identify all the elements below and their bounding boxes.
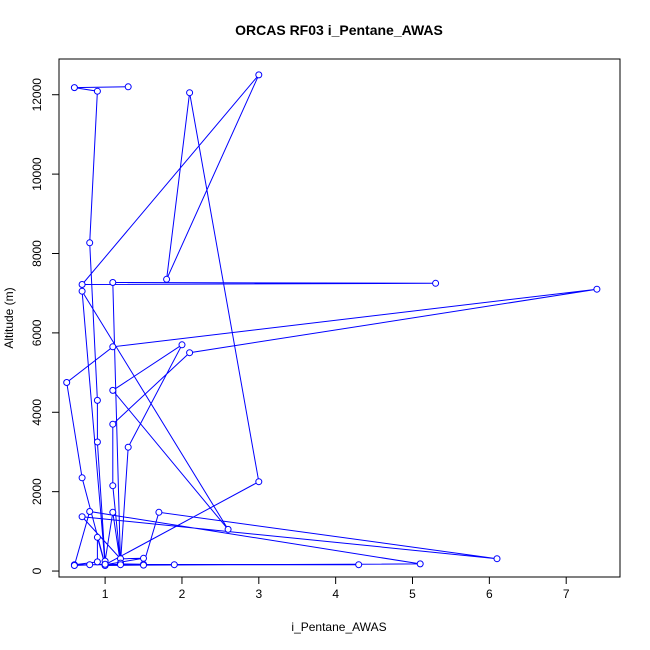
data-point (109, 279, 117, 286)
data-point (93, 396, 101, 404)
data-point (70, 84, 78, 92)
data-point (432, 279, 440, 287)
data-point (255, 478, 263, 486)
data-point (163, 275, 171, 283)
data-point (109, 508, 117, 516)
data-point (355, 561, 363, 569)
x-tick-label: 1 (102, 587, 109, 601)
y-tick-label: 0 (30, 567, 44, 574)
data-point (593, 285, 601, 293)
data-point (86, 561, 94, 569)
x-axis-label: i_Pentane_AWAS (291, 620, 386, 634)
data-point (109, 386, 117, 394)
data-point (416, 560, 424, 568)
data-point (170, 561, 178, 569)
chart-title: ORCAS RF03 i_Pentane_AWAS (235, 22, 443, 38)
data-point (109, 482, 117, 490)
y-tick-label: 12000 (30, 78, 44, 112)
data-point (70, 562, 78, 569)
data-point (86, 508, 94, 515)
y-tick-label: 4000 (30, 399, 44, 426)
data-point (78, 474, 86, 482)
data-point (93, 533, 101, 541)
y-axis: 0 2000 4000 6000 8000 10000 12000 (30, 78, 60, 574)
data-point (63, 379, 71, 386)
data-point (178, 341, 186, 349)
x-tick-label: 3 (255, 587, 262, 601)
y-axis-label: Altitude (m) (2, 287, 16, 348)
y-tick-label: 6000 (30, 319, 44, 346)
plot-area (63, 71, 601, 569)
data-point (93, 87, 101, 95)
x-tick-label: 5 (409, 587, 416, 601)
x-tick-label: 7 (563, 587, 570, 601)
data-point (78, 513, 86, 521)
data-point (186, 349, 194, 357)
data-point (224, 525, 232, 533)
data-point (78, 281, 86, 288)
data-point (101, 560, 109, 568)
data-point (78, 287, 86, 295)
data-point (493, 555, 501, 563)
data-point (86, 239, 94, 247)
series-line (66, 74, 597, 567)
data-point (93, 558, 101, 566)
y-tick-label: 2000 (30, 478, 44, 505)
data-point (124, 83, 132, 91)
plot-frame (58, 58, 621, 578)
y-tick-label: 10000 (30, 157, 44, 191)
data-point (140, 561, 147, 569)
x-tick-label: 4 (332, 587, 339, 601)
data-point (109, 343, 117, 351)
data-point (155, 508, 163, 516)
data-point (93, 438, 101, 446)
data-point (186, 89, 194, 97)
x-tick-label: 6 (486, 587, 493, 601)
y-tick-label: 8000 (30, 240, 44, 267)
data-point (124, 443, 132, 451)
data-point (140, 554, 147, 562)
data-point (117, 561, 124, 569)
data-point (255, 71, 263, 79)
x-tick-label: 2 (179, 587, 186, 601)
data-point (109, 420, 117, 428)
x-axis: 1 2 3 4 5 6 7 (102, 576, 570, 601)
